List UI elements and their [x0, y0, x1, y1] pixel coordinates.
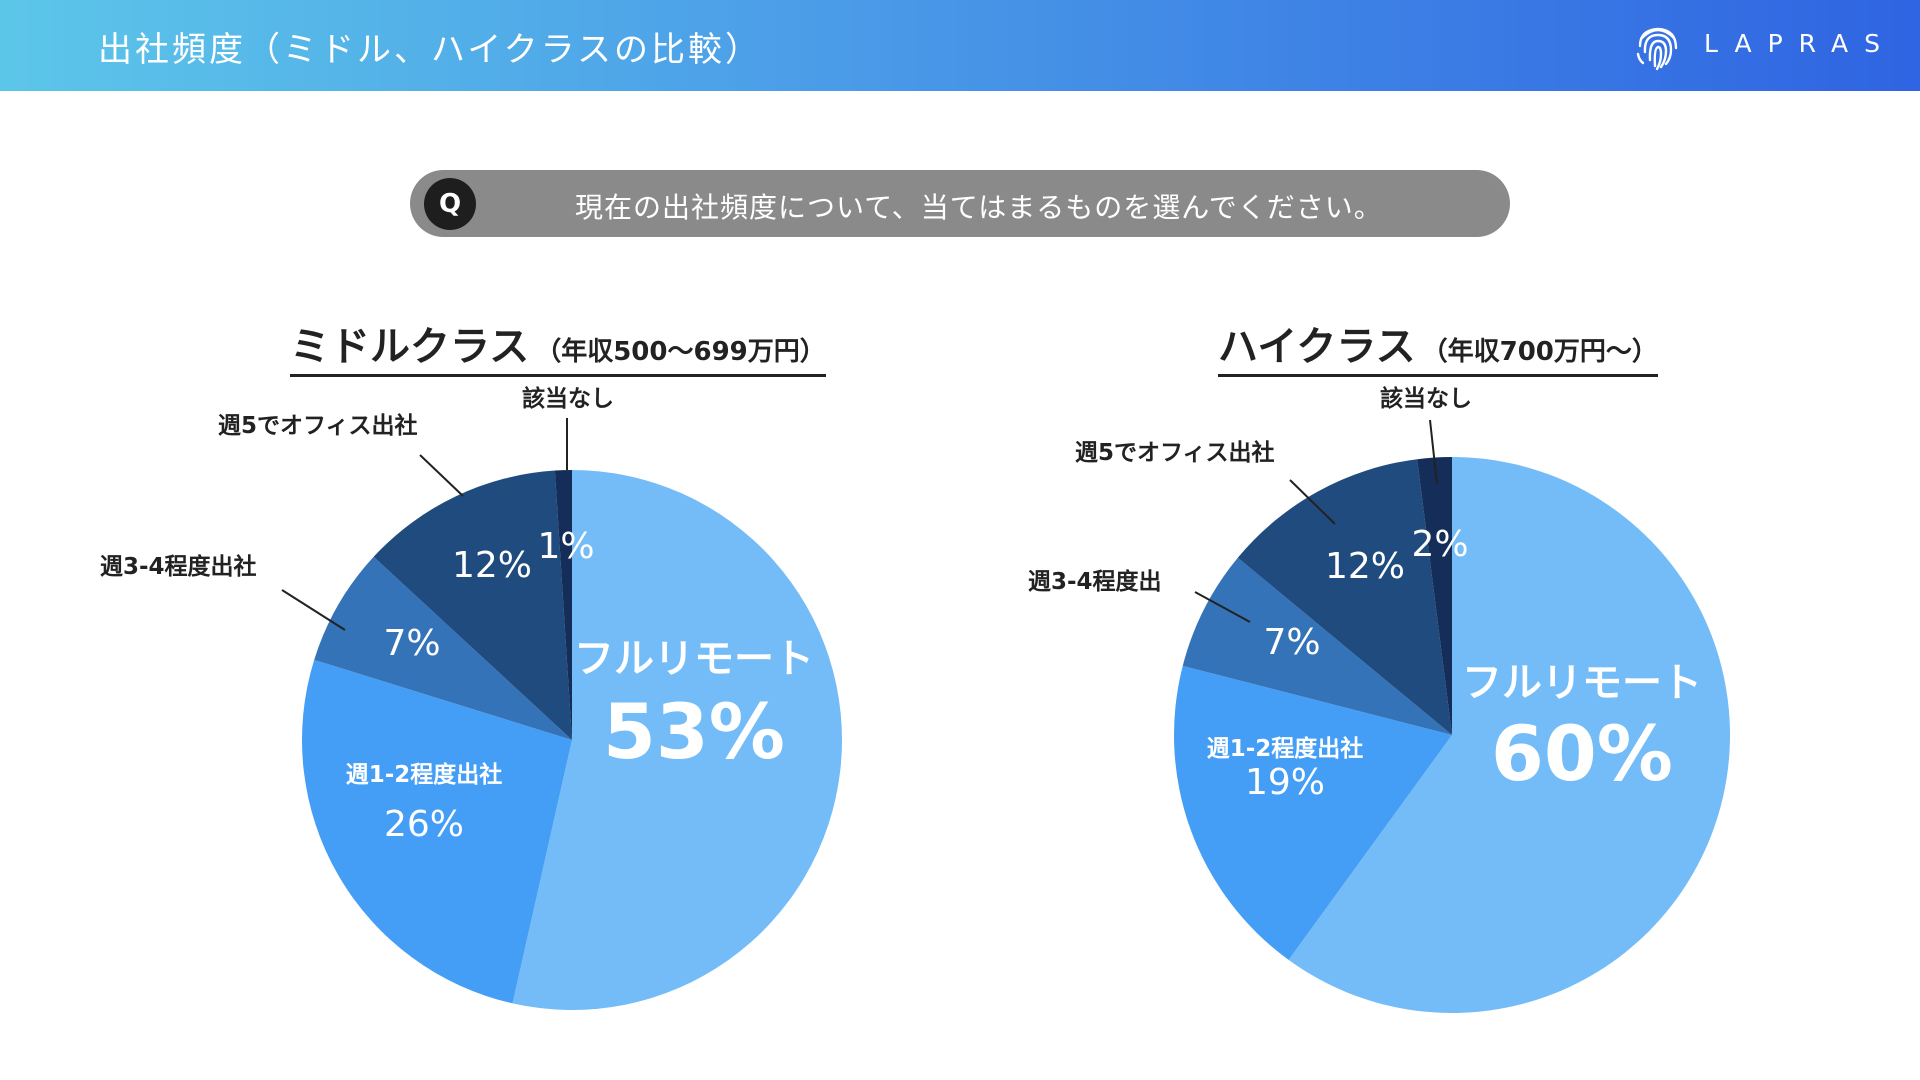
page-title: 出社頻度（ミドル、ハイクラスの比較） [98, 30, 762, 70]
question-text: 現在の出社頻度について、当てはまるものを選んでください。 [575, 191, 1383, 224]
slice-value-middle-week-1-2: 26% [384, 804, 464, 845]
pie-slice-middle-week-3-4 [314, 556, 572, 740]
slice-value-middle-none: 1% [537, 526, 594, 567]
chart-title-high-main: ハイクラス [1218, 324, 1416, 370]
slice-label-high-week-5: 週5でオフィス出社 [1075, 439, 1275, 466]
fingerprint-icon [1636, 27, 1678, 71]
slice-label-high-week-1-2: 週1-2程度出社 [1207, 735, 1364, 762]
slice-label-middle-none: 該当なし [522, 385, 614, 412]
question-bar: Q 現在の出社頻度について、当てはまるものを選んでください。 [410, 170, 1510, 237]
leader-line-high-week-5 [1289, 479, 1336, 525]
leader-line-high-week-3-4 [1194, 591, 1251, 623]
pie-slice-high-week-1-2 [1174, 665, 1452, 960]
pie-slice-high-week-3-4 [1182, 557, 1452, 735]
chart-title-high: ハイクラス （年収700万円〜） [1218, 314, 1658, 377]
slice-label-middle-week-1-2: 週1-2程度出社 [346, 761, 503, 788]
pie-slice-high-none [1417, 457, 1452, 735]
chart-title-middle: ミドルクラス （年収500〜699万円） [290, 314, 826, 377]
pie-slice-middle-week-5 [373, 470, 572, 740]
pie-slice-high-week-5 [1237, 459, 1452, 735]
chart-title-high-sub: （年収700万円〜） [1421, 337, 1658, 367]
chart-title-middle-main: ミドルクラス [290, 324, 530, 370]
slice-label-middle-week-5: 週5でオフィス出社 [218, 412, 418, 439]
logo-text: LAPRAS [1704, 29, 1897, 58]
pie-slice-high-full-remote [1288, 457, 1730, 1013]
pie-slice-middle-none [554, 470, 572, 740]
chart-title-middle-sub: （年収500〜699万円） [535, 337, 826, 367]
slice-label-high-full-remote: フルリモート [1462, 660, 1702, 706]
header-bar: 出社頻度（ミドル、ハイクラスの比較） LAPRAS [0, 0, 1920, 91]
slice-label-high-week-3-4: 週3-4程度出 [1028, 568, 1162, 595]
slice-value-high-week-1-2: 19% [1245, 762, 1325, 803]
slice-label-middle-full-remote: フルリモート [574, 636, 814, 682]
leader-line-middle-week-5 [419, 454, 464, 497]
slice-value-high-none: 2% [1411, 524, 1468, 565]
leader-line-high-none [1429, 419, 1438, 485]
slice-value-middle-week-3-4: 7% [383, 623, 440, 664]
question-badge: Q [424, 178, 476, 230]
logo: LAPRAS [1628, 16, 1888, 76]
slice-value-middle-full-remote: 53% [603, 687, 785, 776]
leader-line-middle-week-3-4 [281, 589, 346, 631]
slice-label-high-none: 該当なし [1380, 385, 1472, 412]
pie-slice-middle-full-remote [512, 470, 843, 1011]
slice-value-high-full-remote: 60% [1491, 709, 1673, 798]
slice-value-middle-week-5: 12% [452, 545, 532, 586]
slice-value-high-week-5: 12% [1325, 546, 1405, 587]
slice-value-high-week-3-4: 7% [1263, 622, 1320, 663]
slice-label-middle-week-3-4: 週3-4程度出社 [100, 553, 257, 580]
pie-slice-middle-week-1-2 [302, 659, 572, 1004]
